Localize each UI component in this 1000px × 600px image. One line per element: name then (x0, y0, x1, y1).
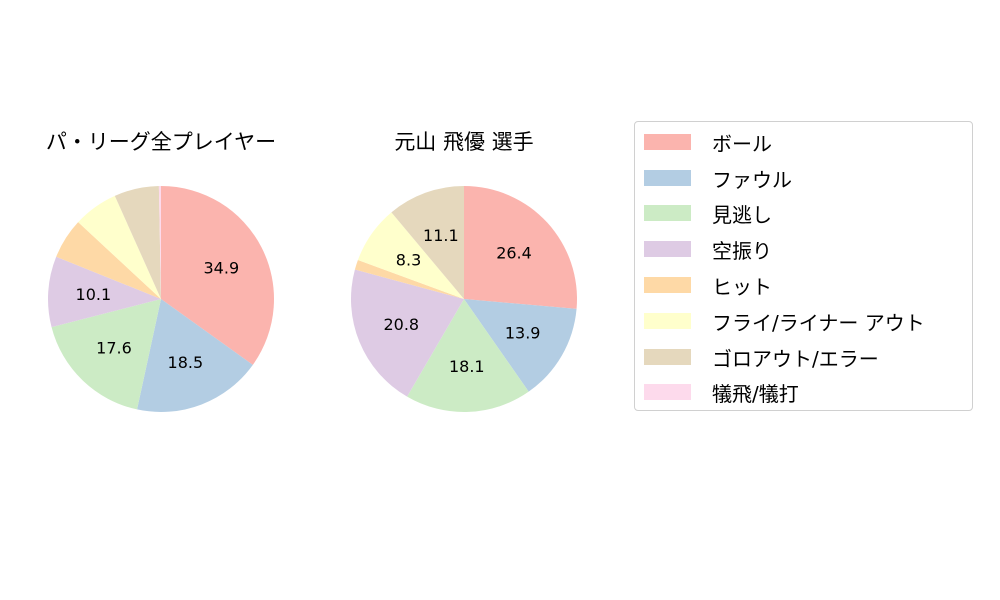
pie-slice (51, 299, 161, 410)
legend-label: 見逃し (712, 202, 772, 227)
right-pie-chart: 26.4 13.9 18.1 20.8 8.311.1 (351, 186, 578, 412)
legend-label: ボール (712, 131, 772, 156)
pie-slice (78, 195, 161, 299)
slice-label: 10.1 (76, 285, 112, 304)
pie-slice (391, 186, 464, 299)
pie-slice (114, 186, 161, 299)
pie-slice (158, 186, 161, 299)
slice-label: 18.5 (168, 353, 204, 372)
legend: ボール ファウル 見逃し 空振り ヒット フライ/ライナー アウト ゴロアウト/… (634, 121, 973, 411)
legend-swatch-foul (644, 170, 691, 186)
legend-label: ゴロアウト/エラー (712, 346, 879, 371)
right-pie-title: 元山 飛優 選手 (394, 130, 534, 154)
pie-slice (357, 212, 464, 299)
slice-label: 13.9 (505, 323, 541, 342)
legend-label: ヒット (712, 274, 772, 299)
slice-label: 18.1 (449, 357, 485, 376)
legend-label: フライ/ライナー アウト (712, 310, 925, 335)
legend-item-sacrifice: 犠飛/犠打 (644, 382, 799, 406)
legend-swatch-sacrifice (644, 384, 691, 400)
legend-label: 空振り (712, 238, 772, 263)
legend-label: 犠飛/犠打 (712, 381, 799, 406)
left-pie-chart: 34.9 18.5 17.6 10.1 (47, 186, 275, 413)
legend-item-fly-liner-out: フライ/ライナー アウト (644, 311, 925, 335)
left-pie-title: パ・リーグ全プレイヤー (45, 130, 277, 154)
legend-swatch-called-strike (644, 205, 691, 221)
pie-slice (354, 260, 464, 299)
pie-slice (351, 269, 464, 397)
pie-slice (56, 222, 161, 299)
legend-swatch-ground-out-error (644, 349, 691, 365)
legend-label: ファウル (712, 167, 792, 192)
legend-swatch-ball (644, 134, 691, 150)
pie-slice (464, 186, 578, 309)
pie-slice (464, 299, 577, 392)
legend-item-ground-out-error: ゴロアウト/エラー (644, 347, 879, 371)
pie-slice (137, 299, 253, 413)
legend-item-ball: ボール (644, 132, 772, 156)
legend-swatch-hit (644, 277, 691, 293)
legend-swatch-fly-liner-out (644, 313, 691, 329)
legend-item-foul: ファウル (644, 168, 792, 192)
legend-swatch-swinging-strike (644, 241, 691, 257)
slice-label: 26.4 (496, 244, 532, 263)
pie-slice (407, 299, 529, 412)
legend-item-swinging-strike: 空振り (644, 239, 772, 263)
legend-item-hit: ヒット (644, 275, 772, 299)
pie-slice (161, 186, 275, 365)
slice-label: 11.1 (423, 226, 459, 245)
legend-item-called-strike: 見逃し (644, 203, 772, 227)
slice-label: 20.8 (383, 315, 419, 334)
slice-label: 34.9 (204, 259, 240, 278)
slice-label: 17.6 (96, 338, 132, 357)
slice-label: 8.3 (396, 251, 421, 270)
pie-slice (47, 256, 161, 328)
